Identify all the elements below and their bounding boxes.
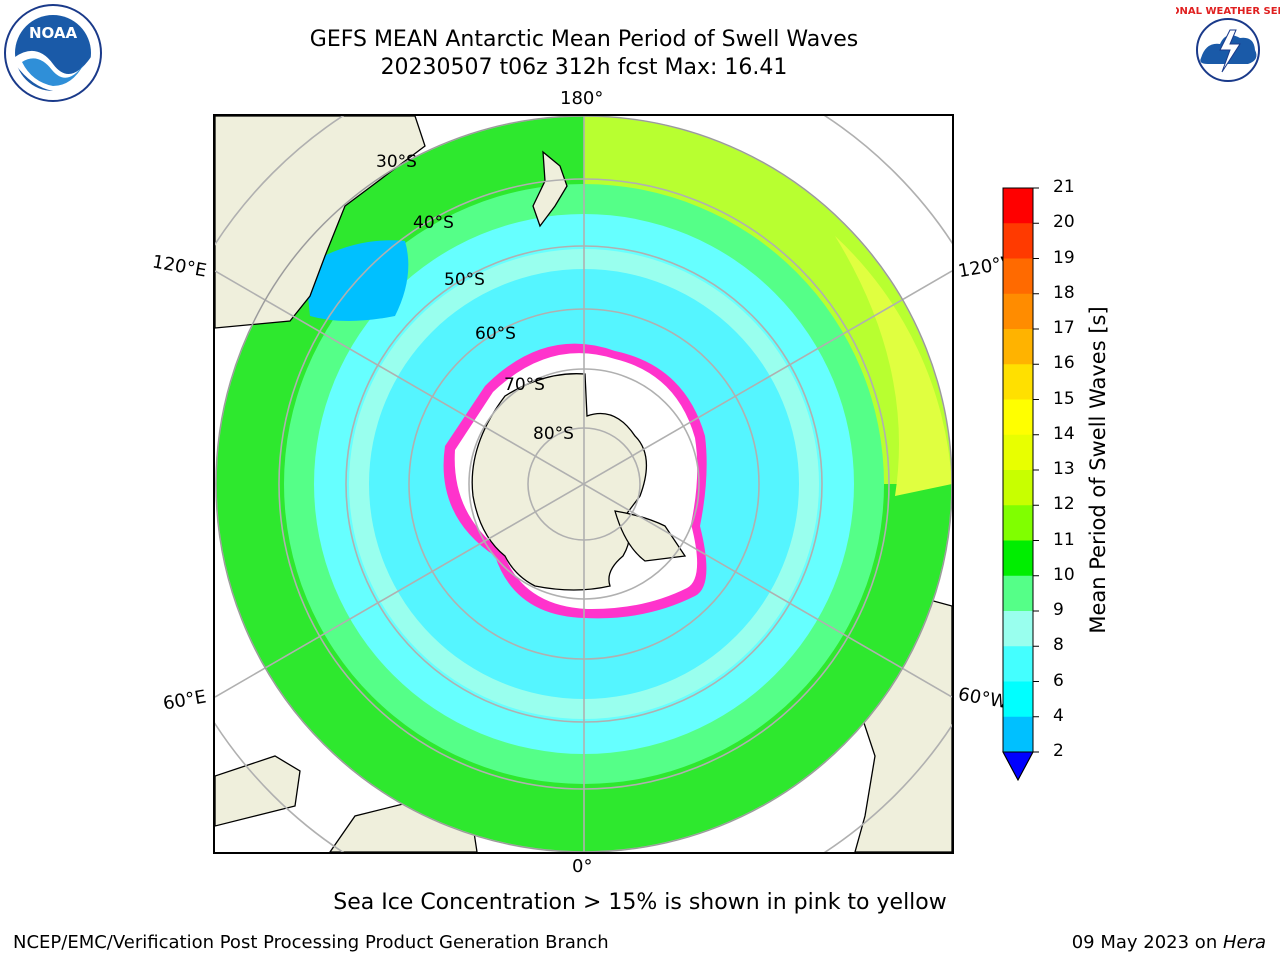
colorbar-tick-label: 15	[1053, 388, 1075, 409]
lat-label-40s: 40°S	[413, 213, 454, 233]
colorbar-segment	[1003, 399, 1033, 436]
lat-label-70s: 70°S	[504, 375, 545, 395]
colorbar-segment	[1003, 716, 1033, 753]
colorbar	[1002, 187, 1039, 782]
colorbar-tick-label: 16	[1053, 353, 1075, 374]
colorbar-tick-label: 9	[1053, 600, 1064, 620]
colorbar-segment	[1003, 329, 1033, 365]
footer-date-text: 09 May 2023 on	[1071, 932, 1223, 953]
colorbar-segment	[1003, 293, 1033, 330]
colorbar-segment	[1003, 470, 1033, 506]
colorbar-segment	[1003, 364, 1033, 400]
chart-subtitle: 20230507 t06z 312h fcst Max: 16.41	[380, 55, 788, 80]
map-canvas	[215, 116, 952, 852]
colorbar-segment	[1003, 681, 1033, 718]
lat-label-80s: 80°S	[533, 424, 574, 444]
colorbar-segment	[1003, 646, 1033, 682]
svg-text:NOAA: NOAA	[29, 24, 78, 42]
lat-label-60s: 60°S	[475, 324, 516, 344]
footer-date: 09 May 2023 on Hera	[1072, 932, 1266, 953]
colorbar-tick-label: 18	[1053, 282, 1075, 303]
colorbar-segment	[1003, 223, 1033, 259]
colorbar-tick-label: 4	[1053, 705, 1064, 726]
colorbar-segment	[1003, 505, 1033, 541]
nws-logo: NATIONAL WEATHER SERVICE	[1176, 4, 1280, 96]
noaa-logo: NOAA	[4, 4, 102, 102]
colorbar-tick-label: 17	[1053, 318, 1075, 338]
colorbar-tick-label: 19	[1053, 247, 1075, 268]
colorbar-tick-label: 2	[1053, 741, 1064, 761]
colorbar-segment	[1003, 575, 1033, 612]
lon-label-120e: 120°E	[150, 251, 209, 282]
colorbar-tick-label: 6	[1053, 670, 1064, 691]
colorbar-tick-label: 14	[1053, 423, 1075, 444]
colorbar-tick-label: 11	[1053, 529, 1075, 550]
footer-organization: NCEP/EMC/Verification Post Processing Pr…	[13, 932, 609, 953]
colorbar-underflow-arrow	[1002, 751, 1034, 782]
footer-host: Hera	[1222, 932, 1266, 953]
svg-text:NATIONAL WEATHER SERVICE: NATIONAL WEATHER SERVICE	[1176, 6, 1280, 17]
colorbar-segment	[1003, 434, 1033, 471]
colorbar-tick-label: 13	[1053, 459, 1075, 479]
polar-map	[213, 114, 954, 854]
chart-title: GEFS MEAN Antarctic Mean Period of Swell…	[309, 27, 859, 52]
lon-label-180: 180°	[560, 88, 604, 109]
lon-label-0: 0°	[572, 856, 593, 877]
lon-label-60w: 60°W	[956, 683, 1010, 714]
colorbar-segment	[1003, 540, 1033, 577]
colorbar-tick-label: 10	[1053, 564, 1075, 585]
colorbar-outline	[1002, 187, 1034, 782]
lat-label-50s: 50°S	[444, 270, 485, 290]
colorbar-segment	[1003, 258, 1033, 295]
colorbar-tick-label: 20	[1053, 212, 1075, 233]
sea-ice-note: Sea Ice Concentration > 15% is shown in …	[333, 890, 947, 915]
lon-label-60e: 60°E	[161, 686, 208, 715]
lat-label-30s: 30°S	[376, 152, 417, 172]
colorbar-tick-label: 21	[1053, 177, 1075, 197]
colorbar-segment	[1003, 611, 1033, 647]
colorbar-segment	[1003, 188, 1033, 224]
colorbar-tick-label: 8	[1053, 635, 1064, 656]
colorbar-tick-label: 12	[1053, 494, 1075, 515]
colorbar-title: Mean Period of Swell Waves [s]	[1086, 306, 1110, 634]
